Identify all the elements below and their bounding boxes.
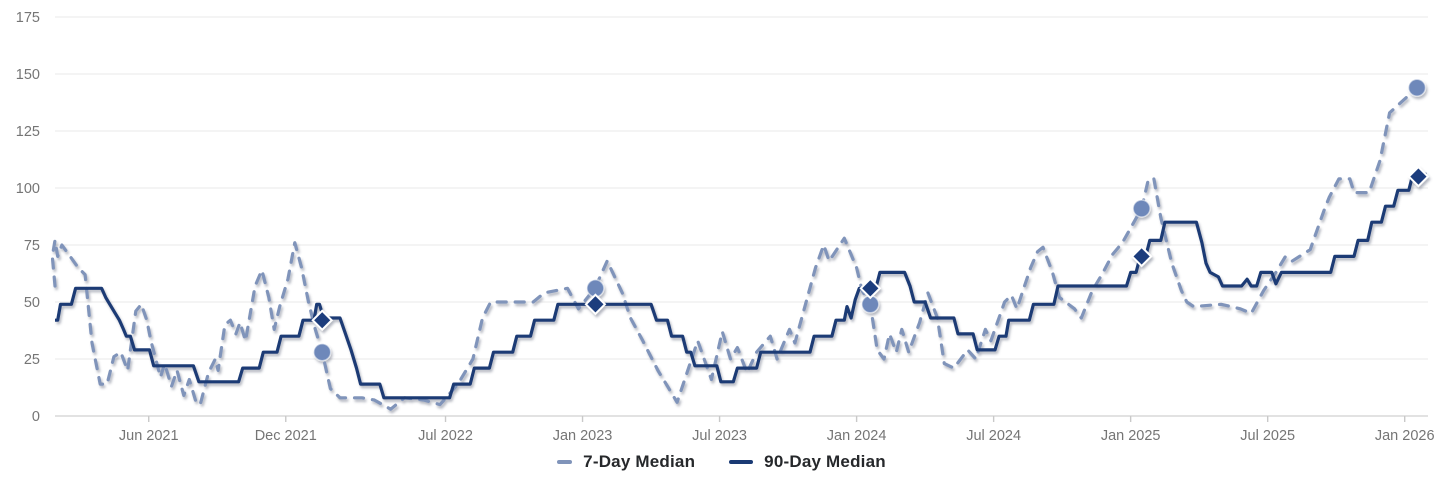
x-axis-tick-label: Jan 2026 [1375, 428, 1435, 444]
y-axis-tick-label: 150 [16, 67, 40, 83]
dashed-line-swatch-icon [557, 460, 573, 464]
series-90day-median-line[interactable] [55, 172, 1427, 400]
x-axis-tick-label: Jul 2025 [1240, 428, 1295, 444]
x-axis-tick-label: Jul 2023 [692, 428, 747, 444]
x-axis-tick-label: Jan 2023 [553, 428, 613, 444]
series-7day-median-line[interactable] [50, 86, 1419, 411]
y-axis-tick-label: 75 [24, 238, 40, 254]
x-axis-tick-label: Jan 2025 [1101, 428, 1161, 444]
marker-circle-7day[interactable] [1407, 78, 1427, 97]
marker-circle-7day[interactable] [312, 342, 332, 362]
legend-item-90day-median[interactable]: 90-Day Median [729, 452, 886, 472]
y-axis-tick-label: 25 [24, 352, 40, 368]
x-axis-tick-label: Jun 2021 [119, 428, 179, 444]
marker-circle-7day[interactable] [1132, 199, 1151, 218]
marker-diamond-90day[interactable] [1130, 245, 1153, 268]
marker-diamond-90day[interactable] [859, 277, 882, 300]
legend: 7-Day Median 90-Day Median [0, 452, 1443, 472]
y-axis-tick-label: 0 [32, 409, 40, 425]
x-axis-tick-label: Jul 2024 [966, 428, 1021, 444]
x-axis-tick-label: Jul 2022 [418, 428, 473, 444]
marker-diamond-90day[interactable] [311, 309, 334, 332]
marker-diamond-90day[interactable] [1407, 165, 1430, 188]
marker-diamond-90day[interactable] [584, 293, 607, 316]
y-axis-tick-label: 50 [24, 295, 40, 311]
y-axis-tick-label: 175 [16, 10, 40, 26]
legend-label-90day: 90-Day Median [764, 452, 886, 471]
legend-label-7day: 7-Day Median [583, 452, 696, 471]
x-axis-tick-label: Dec 2021 [255, 428, 317, 444]
y-axis-tick-label: 125 [16, 124, 40, 140]
solid-line-swatch-icon [729, 460, 754, 464]
x-axis-tick-label: Jan 2024 [827, 428, 887, 444]
y-axis-tick-label: 100 [16, 181, 40, 197]
legend-item-7day-median[interactable]: 7-Day Median [557, 452, 695, 472]
